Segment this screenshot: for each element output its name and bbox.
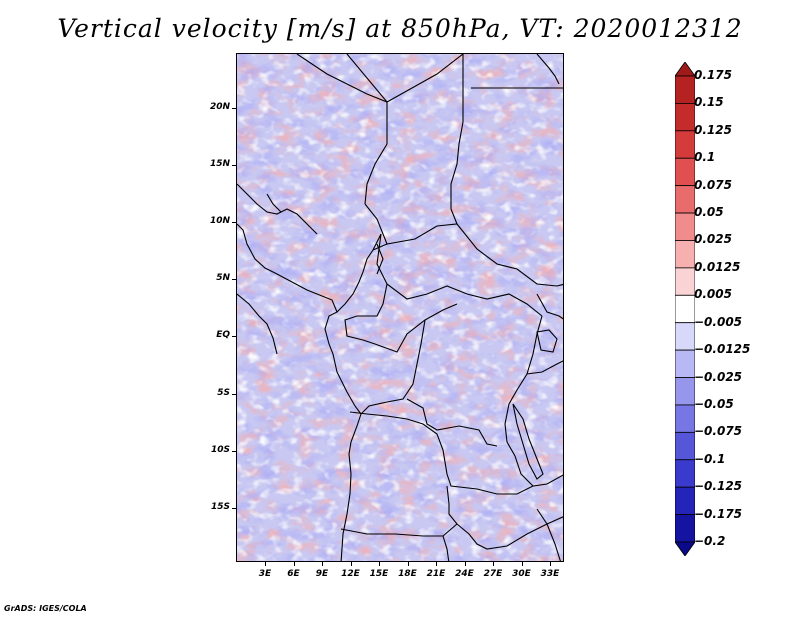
longitude-tick xyxy=(293,562,295,566)
longitude-tick xyxy=(464,562,466,566)
longitude-label: 6E xyxy=(287,569,300,579)
latitude-tick xyxy=(232,279,236,281)
colorbar-label: 0.05 xyxy=(694,205,724,220)
longitude-label: 30E xyxy=(512,569,531,579)
longitude-tick xyxy=(322,562,323,566)
colorbar-label: 0.1 xyxy=(694,150,716,165)
latitude-tick xyxy=(232,222,236,224)
colorbar-label: 0.175 xyxy=(694,68,732,82)
colorbar-band xyxy=(675,486,695,515)
grads-credit: GrADS: IGES/COLA xyxy=(4,604,87,613)
map-title: Vertical velocity [m/s] at 850hPa, VT: 2… xyxy=(57,14,743,43)
longitude-label: 33E xyxy=(540,569,560,579)
colorbar-label: −0.025 xyxy=(694,369,743,384)
longitude-label: 18E xyxy=(398,569,417,579)
colorbar-label: 0.075 xyxy=(694,177,732,192)
latitude-tick xyxy=(232,108,236,109)
colorbar-band xyxy=(675,431,695,461)
colorbar-label: 0.0125 xyxy=(694,259,741,274)
colorbar-band xyxy=(675,459,695,488)
longitude-tick xyxy=(436,562,437,566)
colorbar-band xyxy=(675,322,695,351)
colorbar-band xyxy=(675,212,695,241)
colorbar-band xyxy=(675,240,695,269)
colorbar-band xyxy=(675,514,695,543)
longitude-label: 3E xyxy=(258,569,272,579)
colorbar-min-arrow xyxy=(675,541,695,556)
longitude-tick xyxy=(379,562,380,566)
colorbar-label: 0.15 xyxy=(694,95,724,110)
map-panel[interactable] xyxy=(236,53,564,562)
vertical-velocity-field xyxy=(237,54,563,561)
colorbar-label: 0.125 xyxy=(694,122,732,137)
latitude-label: 15N xyxy=(209,159,230,170)
latitude-label: 20N xyxy=(209,102,230,112)
longitude-label: 9E xyxy=(315,569,329,579)
latitude-label: 5N xyxy=(216,273,230,284)
latitude-label: 15S xyxy=(210,501,230,512)
colorbar-label: −0.125 xyxy=(694,479,743,494)
colorbar xyxy=(675,62,695,556)
colorbar-band xyxy=(675,103,695,132)
longitude-tick xyxy=(350,562,352,566)
longitude-tick xyxy=(550,562,551,566)
colorbar-label: −0.075 xyxy=(694,424,743,439)
longitude-label: 27E xyxy=(483,569,503,579)
colorbar-band xyxy=(675,130,695,159)
colorbar-label: 0.025 xyxy=(694,232,732,247)
longitude-label: 12E xyxy=(341,569,360,579)
longitude-label: 24E xyxy=(455,569,474,579)
latitude-label: 10N xyxy=(209,216,230,227)
latitude-tick xyxy=(232,393,236,395)
longitude-tick xyxy=(493,562,494,566)
latitude-tick xyxy=(232,507,236,509)
latitude-label: 5S xyxy=(217,387,230,398)
colorbar-max-arrow xyxy=(675,62,695,77)
colorbar-band xyxy=(675,294,695,324)
latitude-tick xyxy=(232,165,236,167)
latitude-tick xyxy=(232,336,236,338)
colorbar-label: −0.0125 xyxy=(694,342,751,357)
longitude-label: 15E xyxy=(369,569,389,579)
latitude-label: EQ xyxy=(216,330,230,341)
latitude-tick xyxy=(232,450,236,452)
colorbar-label: −0.1 xyxy=(694,451,726,466)
colorbar-band xyxy=(675,75,695,104)
colorbar-band xyxy=(675,157,695,187)
colorbar-label: −0.005 xyxy=(694,314,743,329)
colorbar-band xyxy=(675,267,695,296)
colorbar-band xyxy=(675,185,695,214)
colorbar-band xyxy=(675,377,695,406)
longitude-tick xyxy=(521,562,523,566)
colorbar-label: −0.05 xyxy=(694,396,734,411)
colorbar-label: 0.005 xyxy=(694,287,732,302)
longitude-label: 21E xyxy=(426,569,446,579)
longitude-tick xyxy=(265,562,266,566)
colorbar-band xyxy=(675,349,695,378)
colorbar-band xyxy=(675,404,695,433)
colorbar-label: −0.2 xyxy=(694,534,726,548)
colorbar-label: −0.175 xyxy=(694,506,743,521)
latitude-label: 10S xyxy=(210,444,230,455)
longitude-tick xyxy=(407,562,409,566)
